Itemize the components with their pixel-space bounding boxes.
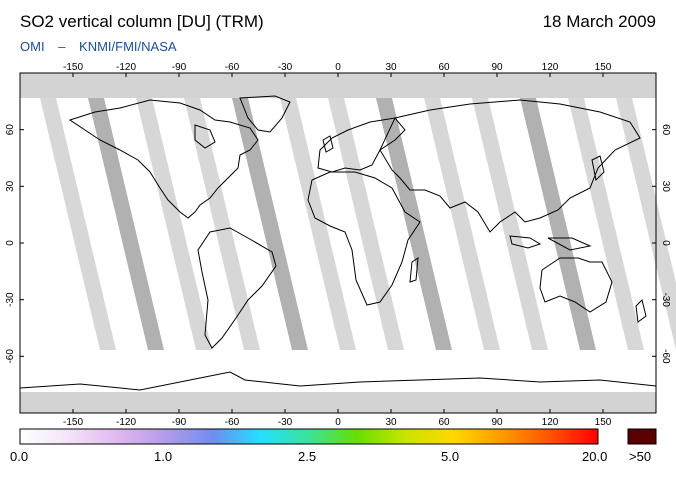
- lat-label-right: 30: [660, 181, 671, 193]
- lon-label-top: -120: [116, 62, 136, 73]
- lon-label-top: 120: [542, 62, 559, 73]
- lat-label-right: 60: [660, 124, 671, 136]
- lon-label-bottom: -60: [225, 417, 240, 428]
- colorbar-label-2: 2.5: [298, 449, 317, 464]
- south-polar-nodata: [20, 392, 656, 413]
- british-isles-coast: [322, 135, 334, 153]
- lon-label-top: 60: [438, 62, 450, 73]
- colorbar-label-0: 0.0: [10, 449, 29, 464]
- lat-ticks-right: 60 30 0 -30 -60: [652, 124, 671, 364]
- new-zealand-coast: [635, 299, 647, 323]
- orbit-gap-stripe: [520, 98, 596, 350]
- lon-label-top: -150: [63, 62, 83, 73]
- lon-label-top: 150: [595, 62, 612, 73]
- orbit-gaps: [40, 98, 676, 350]
- lat-label-left: 0: [5, 240, 16, 246]
- orbit-gap-stripe: [232, 98, 308, 350]
- lon-label-bottom: -30: [278, 417, 293, 428]
- colorbar-label-1: 1.0: [154, 449, 173, 464]
- credit-instrument: OMI: [20, 39, 45, 54]
- colorbar-label-3: 5.0: [441, 449, 460, 464]
- colorbar-over-swatch: [627, 428, 657, 445]
- orbit-gap-stripe: [472, 98, 548, 350]
- lon-ticks-bottom: -150 -120 -90 -60 -30 0 30 60 90 120 150: [63, 409, 612, 428]
- lon-label-top: 30: [385, 62, 397, 73]
- lon-ticks-top: -150 -120 -90 -60 -30 0 30 60 90 120 150: [63, 62, 612, 77]
- lon-label-bottom: 90: [491, 417, 503, 428]
- orbit-gap-stripe: [424, 98, 500, 350]
- lon-label-bottom: 150: [595, 417, 612, 428]
- orbit-gap-stripe: [184, 98, 260, 350]
- lon-label-bottom: 60: [438, 417, 450, 428]
- orbit-gap-stripe: [376, 98, 452, 350]
- map-title: SO2 vertical column [DU] (TRM): [20, 12, 264, 31]
- orbit-gap-stripe: [616, 98, 676, 350]
- orbit-gap-stripe: [328, 98, 404, 350]
- japan-coast: [591, 155, 605, 182]
- lon-label-top: 0: [335, 62, 341, 73]
- indonesia-coast: [509, 235, 592, 251]
- colorbar-gradient: [19, 428, 599, 445]
- lon-label-top: -60: [225, 62, 240, 73]
- orbit-gap-stripe: [136, 98, 212, 350]
- lat-label-right: 0: [660, 240, 671, 246]
- orbit-gap-stripe: [280, 98, 356, 350]
- lon-label-top: -90: [172, 62, 187, 73]
- credit-institutions: KNMI/FMI/NASA: [79, 39, 177, 54]
- lon-label-bottom: -150: [63, 417, 83, 428]
- colorbar-label-5: >50: [629, 449, 652, 464]
- antarctica-coast: [19, 371, 657, 391]
- hudson-bay-coast: [194, 124, 216, 149]
- lon-label-bottom: -120: [116, 417, 136, 428]
- madagascar-coast: [409, 257, 419, 283]
- credit-separator: –: [58, 39, 66, 54]
- lon-label-bottom: -90: [172, 417, 187, 428]
- coastlines: [19, 95, 657, 391]
- lon-label-top: -30: [278, 62, 293, 73]
- europe-coast: [317, 117, 406, 173]
- credit-line: OMI – KNMI/FMI/NASA: [20, 39, 187, 54]
- lat-label-left: 60: [5, 124, 16, 136]
- north-america-coast: [68, 99, 259, 219]
- orbit-gap-stripe: [568, 98, 644, 350]
- north-polar-nodata: [20, 73, 656, 98]
- lon-label-bottom: 0: [335, 417, 341, 428]
- lat-label-right: -30: [660, 292, 671, 307]
- lat-label-left: -30: [5, 292, 16, 307]
- asia-coast: [379, 99, 641, 233]
- africa-coast: [307, 171, 421, 306]
- lon-label-bottom: 120: [542, 417, 559, 428]
- lat-label-right: -60: [660, 349, 671, 364]
- greenland-coast: [239, 95, 291, 133]
- lat-ticks-left: 60 30 0 -30 -60: [5, 124, 24, 364]
- orbit-gap-stripe: [40, 98, 116, 350]
- lon-label-bottom: 30: [385, 417, 397, 428]
- colorbar-label-4: 20.0: [582, 449, 608, 464]
- south-america-coast: [197, 227, 277, 349]
- australia-coast: [539, 257, 613, 313]
- map-date: 18 March 2009: [542, 12, 656, 31]
- lat-label-left: -60: [5, 349, 16, 364]
- orbit-gap-stripe: [88, 98, 164, 350]
- lat-label-left: 30: [5, 180, 16, 192]
- lon-label-top: 90: [491, 62, 503, 73]
